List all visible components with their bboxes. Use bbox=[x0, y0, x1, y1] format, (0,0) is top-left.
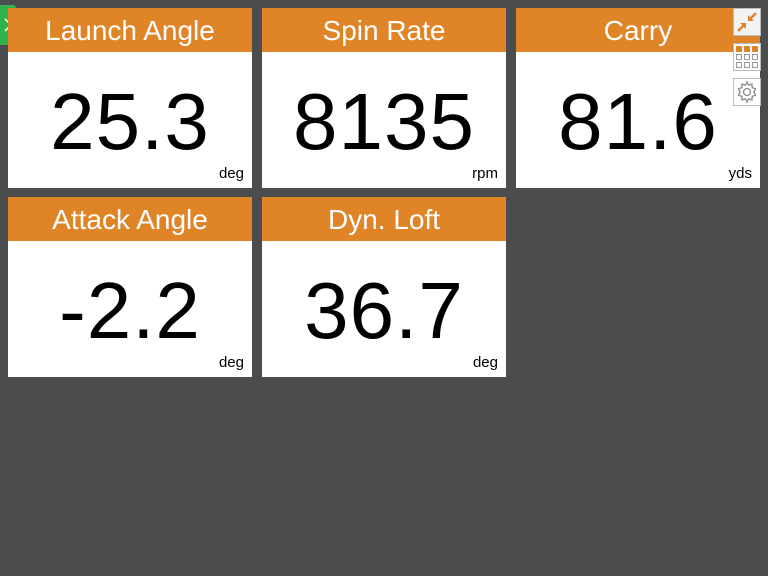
tile-spin-rate[interactable]: Spin Rate 8135 rpm bbox=[262, 8, 506, 188]
tile-title: Attack Angle bbox=[8, 197, 252, 241]
tile-attack-angle[interactable]: Attack Angle -2.2 deg bbox=[8, 197, 252, 377]
tile-unit: deg bbox=[472, 354, 498, 371]
tile-title: Launch Angle bbox=[8, 8, 252, 52]
gear-icon bbox=[737, 80, 757, 104]
tile-unit: deg bbox=[218, 165, 244, 182]
collapse-button[interactable] bbox=[733, 8, 761, 36]
tile-dyn-loft[interactable]: Dyn. Loft 36.7 deg bbox=[262, 197, 506, 377]
collapse-arrows-icon bbox=[734, 9, 760, 35]
tile-value: 81.6 bbox=[558, 77, 718, 166]
tile-launch-angle[interactable]: Launch Angle 25.3 deg bbox=[8, 8, 252, 188]
grid-layout-icon bbox=[736, 46, 758, 68]
tile-title: Spin Rate bbox=[262, 8, 506, 52]
tile-unit: yds bbox=[728, 165, 752, 182]
tile-value: 25.3 bbox=[50, 77, 210, 166]
tile-title: Dyn. Loft bbox=[262, 197, 506, 241]
tile-value: 36.7 bbox=[304, 266, 464, 355]
tile-unit: deg bbox=[218, 354, 244, 371]
tile-value: 8135 bbox=[293, 77, 475, 166]
tile-unit: rpm bbox=[472, 165, 498, 182]
tile-title: Carry bbox=[516, 8, 760, 52]
grid-layout-button[interactable] bbox=[733, 43, 761, 71]
tile-carry[interactable]: Carry 81.6 yds bbox=[516, 8, 760, 188]
settings-button[interactable] bbox=[733, 78, 761, 106]
tile-value: -2.2 bbox=[59, 266, 201, 355]
